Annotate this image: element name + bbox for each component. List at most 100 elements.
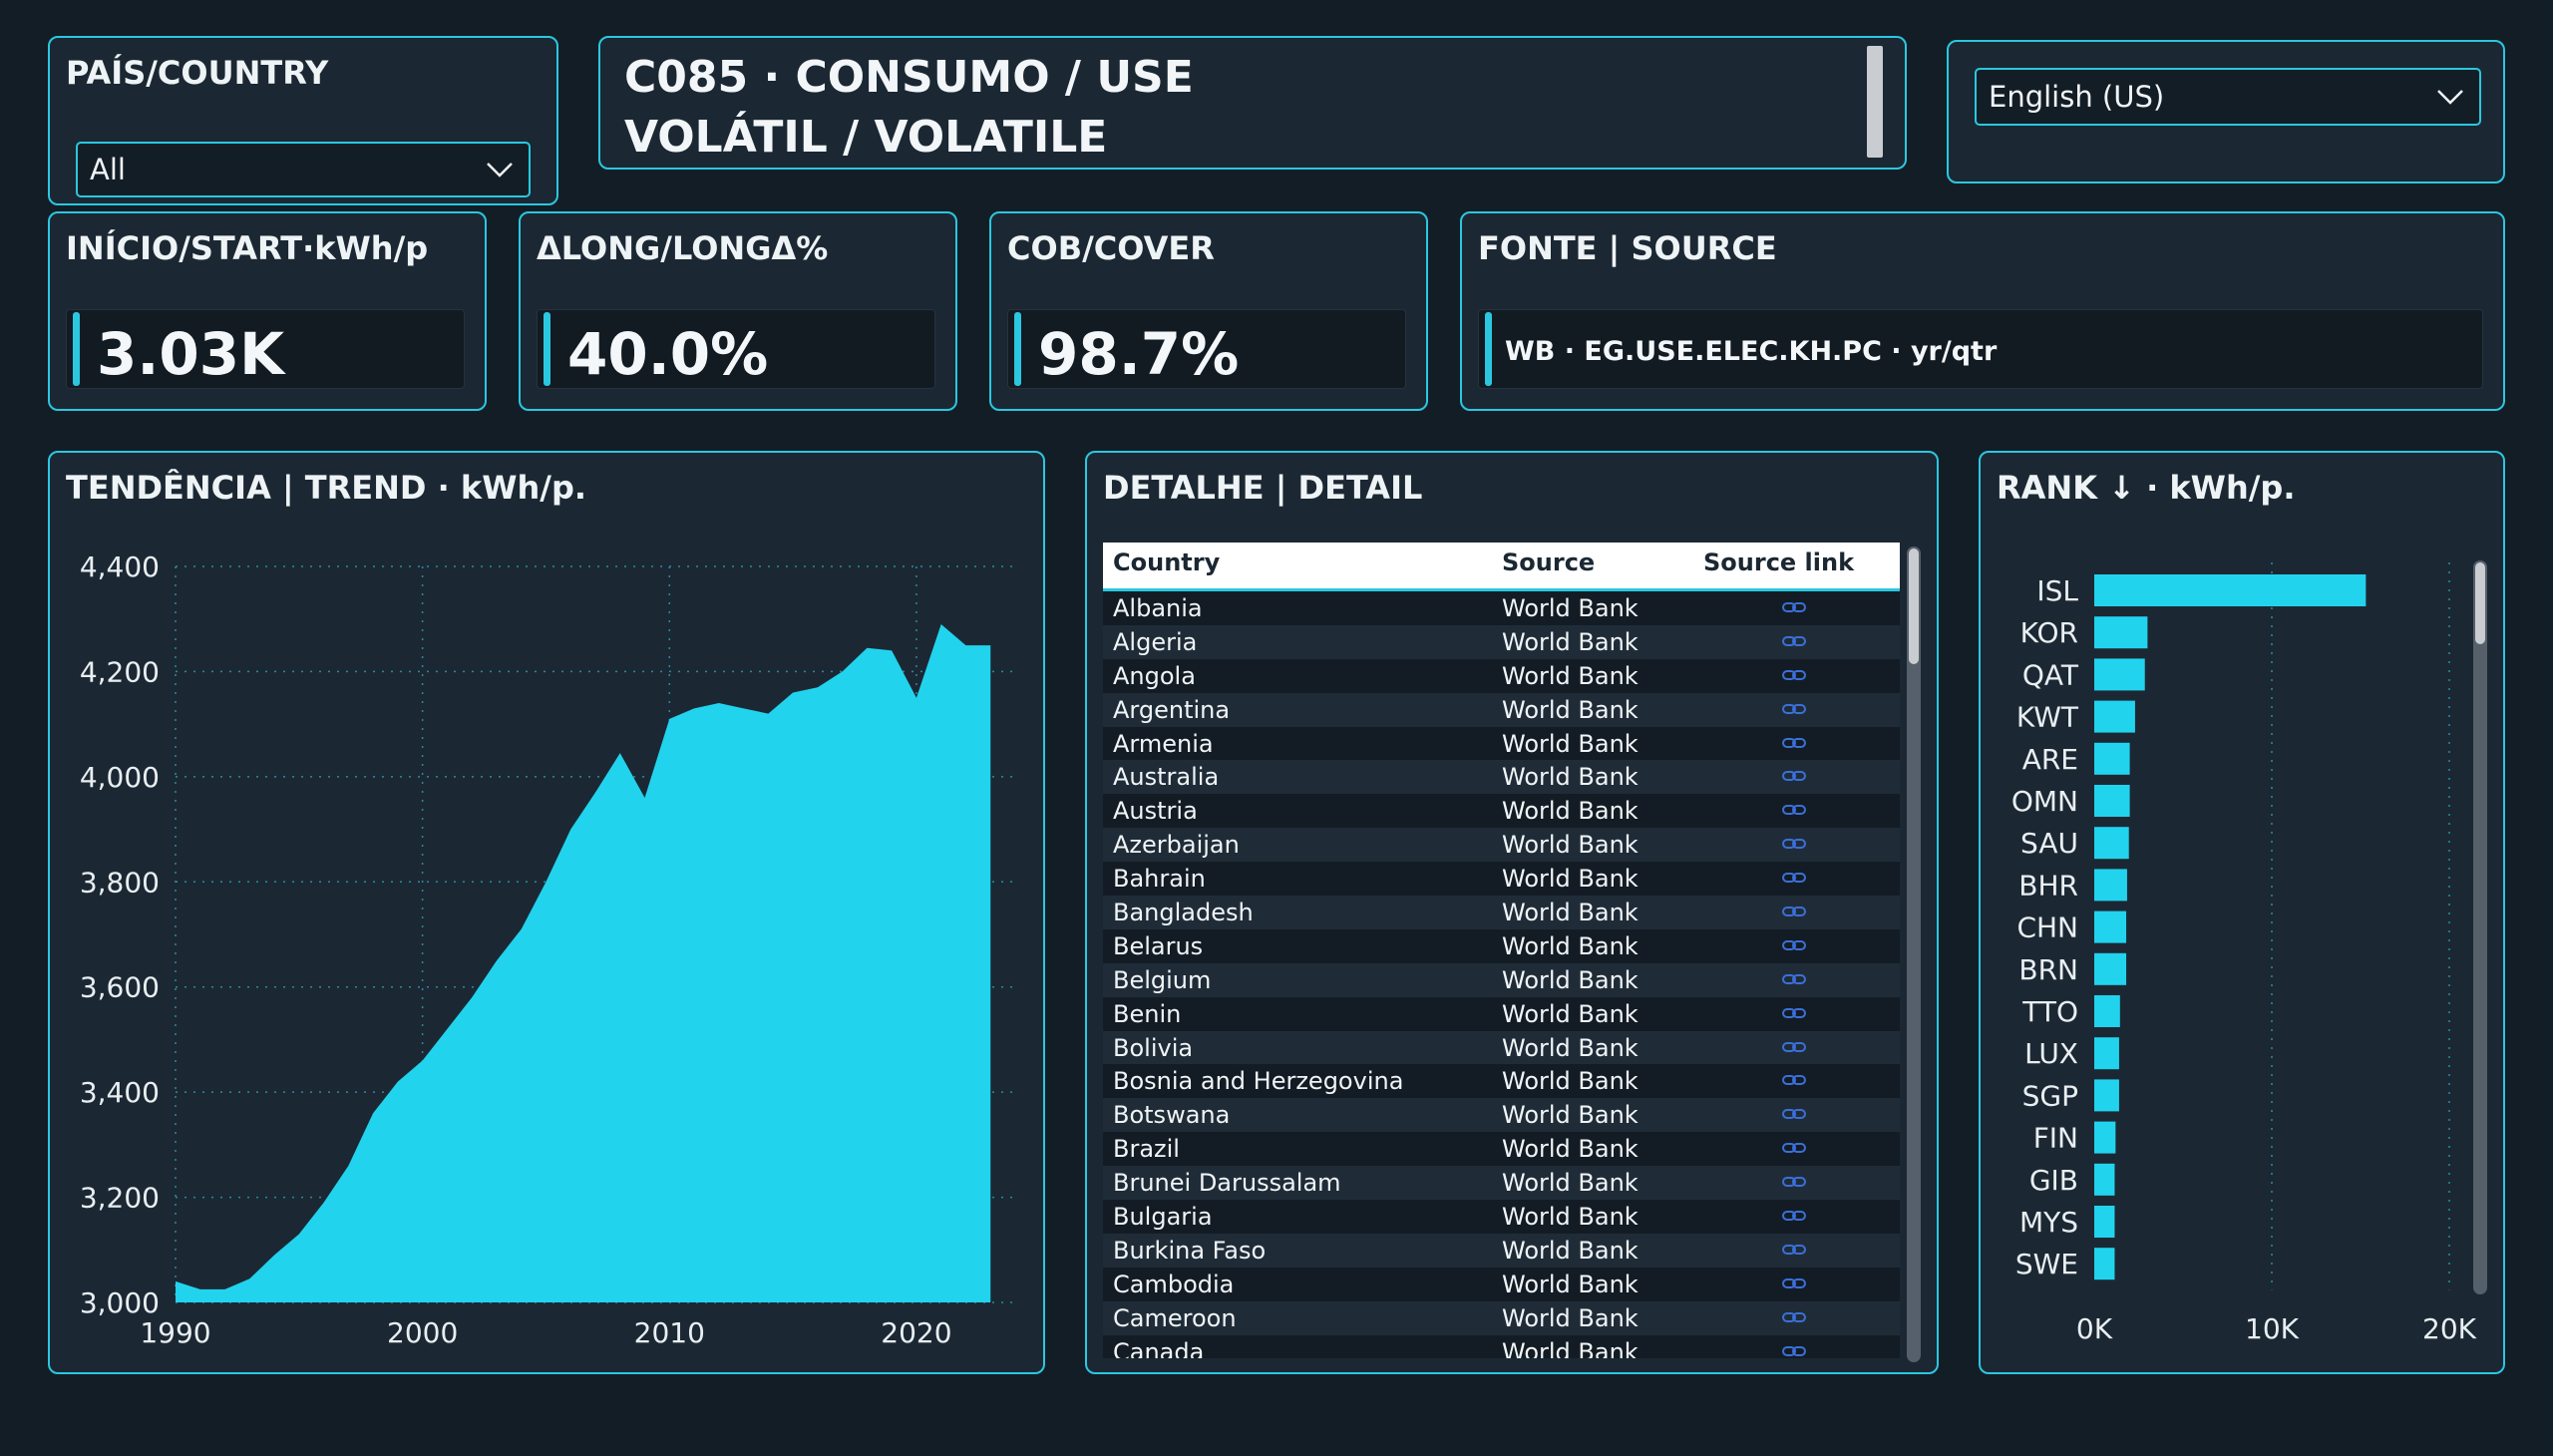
rank-bar[interactable] <box>2094 742 2130 775</box>
rank-scrollbar-track[interactable] <box>2473 560 2487 1294</box>
rank-bar[interactable] <box>2094 574 2367 606</box>
cell-country: Belgium <box>1113 965 1212 994</box>
cell-country: Bangladesh <box>1113 899 1254 927</box>
cell-source: World Bank <box>1502 594 1639 622</box>
table-row: Azerbaijan World Bank <box>1103 828 1900 863</box>
link-icon[interactable] <box>1781 1238 1807 1266</box>
table-row: Cameroon World Bank <box>1103 1300 1900 1335</box>
kpi-accent-bar <box>73 312 80 386</box>
table-row: Armenia World Bank <box>1103 726 1900 761</box>
column-header-source[interactable]: Source <box>1502 548 1596 576</box>
cell-source: World Bank <box>1502 763 1639 792</box>
cell-source: World Bank <box>1502 627 1639 656</box>
link-icon[interactable] <box>1781 764 1807 792</box>
title-scrollbar[interactable] <box>1867 46 1883 158</box>
link-icon[interactable] <box>1781 1305 1807 1333</box>
rank-bar[interactable] <box>2094 1037 2119 1070</box>
category-label: FIN <box>2033 1122 2078 1155</box>
link-icon[interactable] <box>1781 1204 1807 1232</box>
link-icon[interactable] <box>1781 1102 1807 1130</box>
column-header-country[interactable]: Country <box>1113 548 1221 576</box>
link-icon[interactable] <box>1781 967 1807 995</box>
cell-source: World Bank <box>1502 965 1639 994</box>
x-tick-label: 20K <box>2422 1312 2477 1345</box>
category-label: SGP <box>2022 1079 2078 1112</box>
rank-bar[interactable] <box>2094 910 2127 943</box>
link-icon[interactable] <box>1781 595 1807 623</box>
country-dropdown[interactable]: All <box>76 142 531 197</box>
table-row: Albania World Bank <box>1103 591 1900 625</box>
link-icon[interactable] <box>1781 1170 1807 1198</box>
table-row: Bulgaria World Bank <box>1103 1200 1900 1234</box>
table-row: Burkina Faso World Bank <box>1103 1233 1900 1268</box>
kpi-delta-value: 40.0% <box>567 320 769 388</box>
rank-scrollbar-thumb[interactable] <box>2475 562 2485 644</box>
country-slicer-card: PAÍS/COUNTRY All <box>48 36 558 205</box>
rank-title: RANK ↓ · kWh/p. <box>1997 469 2296 507</box>
rank-bar[interactable] <box>2094 616 2148 649</box>
category-label: SWE <box>2015 1248 2078 1280</box>
kpi-accent-bar <box>1014 312 1021 386</box>
rank-bar[interactable] <box>2094 827 2129 860</box>
rank-bar[interactable] <box>2094 1248 2115 1280</box>
link-icon[interactable] <box>1781 1035 1807 1063</box>
link-icon[interactable] <box>1781 1001 1807 1029</box>
kpi-cover-value: 98.7% <box>1038 320 1240 388</box>
rank-bar[interactable] <box>2094 1163 2115 1196</box>
link-icon[interactable] <box>1781 1339 1807 1358</box>
link-icon[interactable] <box>1781 866 1807 894</box>
cell-source: World Bank <box>1502 729 1639 758</box>
table-scrollbar-thumb[interactable] <box>1909 548 1919 664</box>
rank-bar[interactable] <box>2094 995 2120 1027</box>
link-icon[interactable] <box>1781 933 1807 961</box>
link-icon[interactable] <box>1781 1136 1807 1164</box>
table-row: Brunei Darussalam World Bank <box>1103 1166 1900 1201</box>
rank-bar[interactable] <box>2094 1206 2115 1238</box>
link-icon[interactable] <box>1781 731 1807 759</box>
rank-bar[interactable] <box>2094 869 2127 902</box>
link-icon[interactable] <box>1781 1068 1807 1096</box>
cell-country: Bahrain <box>1113 865 1206 894</box>
kpi-start-value: 3.03K <box>97 320 285 388</box>
link-icon[interactable] <box>1781 900 1807 927</box>
trend-card: TENDÊNCIA | TREND · kWh/p. 3,000 3,200 3,4… <box>48 451 1045 1374</box>
language-dropdown[interactable]: English (US) <box>1975 68 2481 126</box>
rank-bar[interactable] <box>2094 1121 2116 1154</box>
cell-country: Australia <box>1113 763 1220 792</box>
link-icon[interactable] <box>1781 798 1807 826</box>
link-icon[interactable] <box>1781 1272 1807 1299</box>
kpi-source-label: FONTE | SOURCE <box>1478 229 1777 267</box>
link-icon[interactable] <box>1781 663 1807 691</box>
rank-bar[interactable] <box>2094 785 2130 817</box>
y-tick-label: 4,200 <box>80 655 160 688</box>
rank-bar[interactable] <box>2094 1079 2119 1112</box>
column-header-source-link[interactable]: Source link <box>1703 548 1855 576</box>
cell-country: Angola <box>1113 661 1196 690</box>
detail-title: DETALHE | DETAIL <box>1103 469 1423 507</box>
table-row: Cambodia World Bank <box>1103 1267 1900 1301</box>
category-label: MYS <box>2019 1206 2078 1239</box>
link-icon[interactable] <box>1781 832 1807 860</box>
table-row: Benin World Bank <box>1103 996 1900 1031</box>
category-label: BRN <box>2018 953 2078 986</box>
rank-bar[interactable] <box>2094 658 2145 691</box>
cell-source: World Bank <box>1502 899 1639 927</box>
kpi-delta-card: ΔLONG/LONGΔ% 40.0% <box>519 211 957 411</box>
rank-bar[interactable] <box>2094 700 2135 733</box>
category-label: KWT <box>2016 701 2079 734</box>
kpi-source-value: WB · EG.USE.ELEC.KH.PC · yr/qtr <box>1505 336 1998 367</box>
country-dropdown-value: All <box>90 153 126 186</box>
rank-bar[interactable] <box>2094 952 2127 985</box>
table-row: Bosnia and Herzegovina World Bank <box>1103 1064 1900 1099</box>
table-scrollbar-track[interactable] <box>1907 546 1921 1362</box>
chevron-down-icon <box>487 163 513 178</box>
kpi-start-label: INÍCIO/START·kWh/p <box>66 229 429 267</box>
link-icon[interactable] <box>1781 629 1807 657</box>
cell-source: World Bank <box>1502 865 1639 894</box>
kpi-delta-label: ΔLONG/LONGΔ% <box>537 229 829 267</box>
table-row: Angola World Bank <box>1103 658 1900 693</box>
table-row: Bahrain World Bank <box>1103 862 1900 897</box>
table-row: Bolivia World Bank <box>1103 1030 1900 1065</box>
link-icon[interactable] <box>1781 697 1807 725</box>
cell-country: Canada <box>1113 1337 1205 1358</box>
